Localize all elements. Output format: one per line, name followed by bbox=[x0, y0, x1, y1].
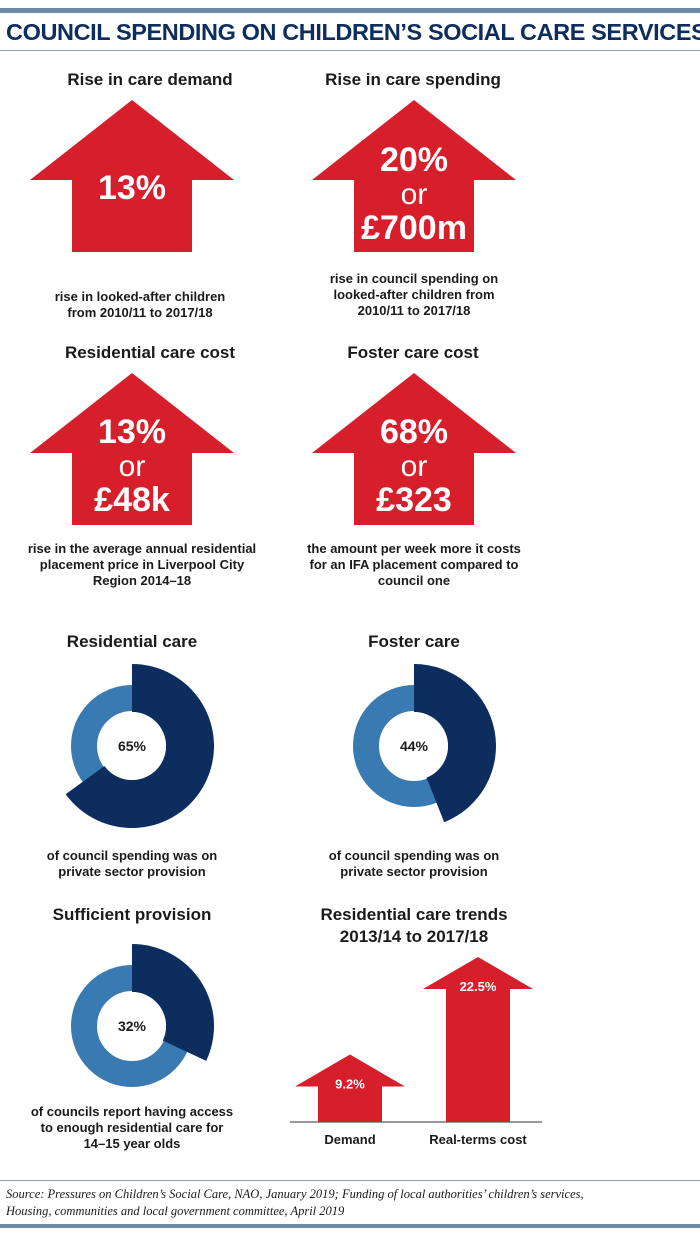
residential-care-caption-line: private sector provision bbox=[58, 864, 206, 879]
donut-value-slice bbox=[65, 664, 215, 828]
residential-cost-heading: Residential care cost bbox=[64, 343, 236, 362]
trends-heading-line: Residential care trends bbox=[320, 905, 508, 924]
residential-care-value-label: 65% bbox=[118, 738, 147, 754]
trends-value-label: 9.2% bbox=[335, 1077, 365, 1092]
spending-arrow-amount: £700m bbox=[361, 209, 467, 247]
trends-bar-1 bbox=[423, 957, 533, 1122]
donut-remainder-ring bbox=[353, 685, 475, 807]
spending-caption-line: looked-after children from bbox=[333, 287, 495, 302]
donut-center bbox=[380, 712, 448, 780]
page-title: COUNCIL SPENDING ON CHILDREN’S SOCIAL CA… bbox=[6, 19, 700, 45]
trends-category-label: Real-terms cost bbox=[429, 1132, 527, 1147]
sufficient-provision-caption: of councils report having access to enou… bbox=[0, 1104, 282, 1152]
residential-cost-caption-line: placement price in Liverpool City bbox=[39, 557, 245, 572]
donut-value-slice bbox=[132, 944, 214, 1061]
source-note: Source: Pressures on Children’s Social C… bbox=[6, 1186, 696, 1220]
sufficient-provision-value-label: 32% bbox=[118, 1018, 147, 1034]
bottom-rule bbox=[0, 1224, 700, 1228]
top-rule bbox=[0, 8, 700, 13]
residential-care-caption-line: of council spending was on bbox=[46, 848, 218, 863]
donut-remainder-ring bbox=[71, 685, 193, 807]
source-line: Housing, communities and local governmen… bbox=[6, 1204, 345, 1218]
foster-cost-arrow-amount: £323 bbox=[376, 481, 452, 519]
spending-caption-line: 2010/11 to 2017/18 bbox=[357, 303, 471, 318]
foster-cost-heading: Foster care cost bbox=[347, 343, 479, 362]
residential-care-heading: Residential care bbox=[66, 632, 198, 651]
foster-cost-arrow-or: or bbox=[401, 450, 428, 483]
trends-bar-0 bbox=[295, 1054, 405, 1122]
foster-care-caption-line: private sector provision bbox=[340, 864, 488, 879]
source-line: Source: Pressures on Children’s Social C… bbox=[6, 1187, 584, 1201]
trends-heading-line: 2013/14 to 2017/18 bbox=[339, 927, 489, 946]
sufficient-provision-caption-line: of councils report having access bbox=[30, 1104, 234, 1119]
donut-value-slice bbox=[414, 664, 496, 823]
residential-cost-caption: rise in the average annual residential p… bbox=[0, 541, 302, 589]
foster-cost-arrow-value: 68% bbox=[380, 413, 448, 451]
trends-category-label: Demand bbox=[324, 1132, 375, 1147]
foster-cost-caption-line: the amount per week more it costs bbox=[307, 541, 521, 556]
foster-care-value-label: 44% bbox=[400, 738, 429, 754]
foster-cost-caption-line: for an IFA placement compared to bbox=[309, 557, 519, 572]
demand-caption-line: from 2010/11 to 2017/18 bbox=[67, 305, 213, 320]
sufficient-provision-caption-line: to enough residential care for bbox=[40, 1120, 224, 1135]
foster-cost-caption: the amount per week more it costs for an… bbox=[264, 541, 564, 589]
residential-cost-caption-line: Region 2014–18 bbox=[92, 573, 192, 588]
residential-cost-arrow-value: 13% bbox=[98, 413, 166, 451]
donut-center bbox=[98, 992, 166, 1060]
trends-value-label: 22.5% bbox=[460, 979, 497, 994]
residential-cost-caption-line: rise in the average annual residential bbox=[27, 541, 257, 556]
donut-remainder-ring bbox=[71, 965, 193, 1087]
demand-caption: rise in looked-after children from 2010/… bbox=[0, 289, 290, 321]
title-rule bbox=[0, 50, 700, 51]
spending-caption: rise in council spending on looked-after… bbox=[264, 271, 564, 319]
demand-arrow-value: 13% bbox=[98, 169, 166, 207]
spending-arrow-value: 20% bbox=[380, 141, 448, 179]
trends-heading: Residential care trends 2013/14 to 2017/… bbox=[264, 904, 564, 948]
donut-center bbox=[98, 712, 166, 780]
source-rule bbox=[0, 1180, 700, 1181]
foster-cost-caption-line: council one bbox=[377, 573, 451, 588]
demand-caption-line: rise in looked-after children bbox=[54, 289, 226, 304]
demand-heading: Rise in care demand bbox=[67, 70, 233, 89]
foster-care-caption: of council spending was on private secto… bbox=[264, 848, 564, 880]
spending-arrow-or: or bbox=[401, 178, 428, 211]
residential-cost-arrow-amount: £48k bbox=[94, 481, 170, 519]
foster-care-heading: Foster care bbox=[368, 632, 460, 651]
residential-care-caption: of council spending was on private secto… bbox=[0, 848, 282, 880]
spending-heading: Rise in care spending bbox=[325, 70, 501, 89]
spending-caption-line: rise in council spending on bbox=[329, 271, 499, 286]
residential-cost-arrow-or: or bbox=[119, 450, 146, 483]
sufficient-provision-heading: Sufficient provision bbox=[52, 905, 212, 924]
sufficient-provision-caption-line: 14–15 year olds bbox=[83, 1136, 181, 1151]
foster-care-caption-line: of council spending was on bbox=[328, 848, 500, 863]
